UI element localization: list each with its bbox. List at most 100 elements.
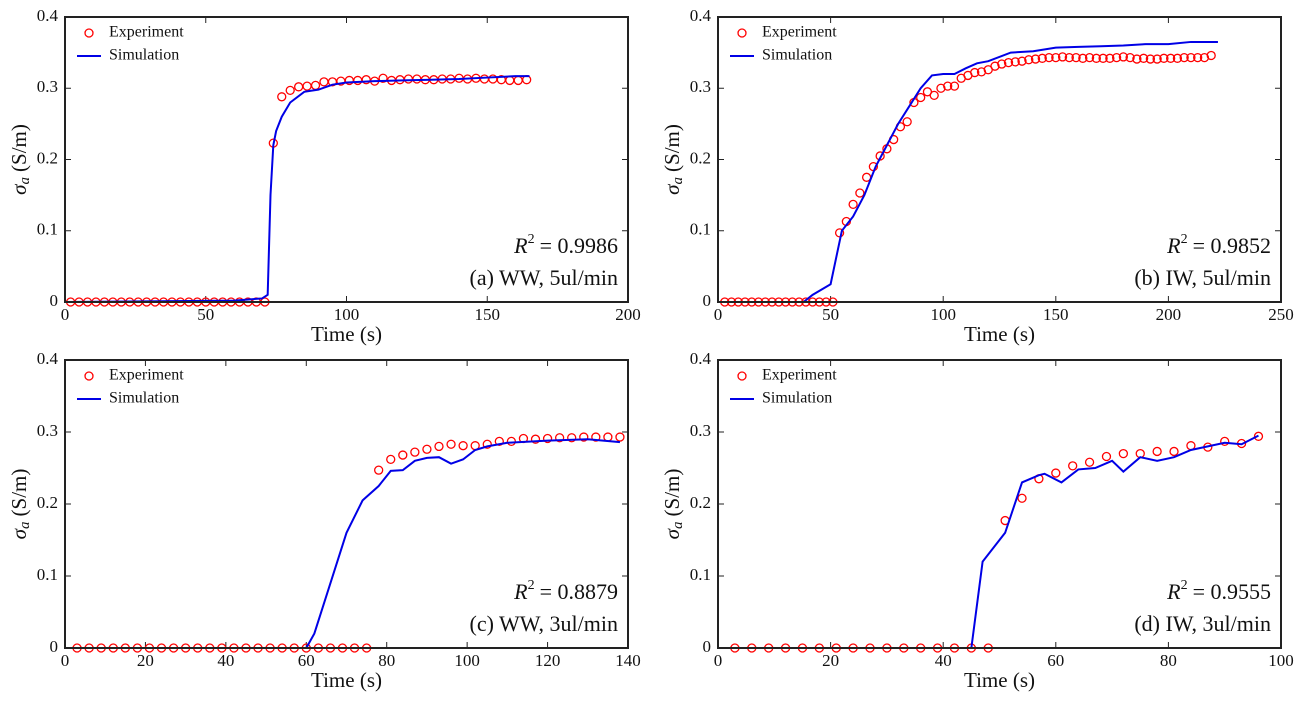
data-point	[1172, 53, 1183, 63]
annotation: R2 = 0.9986	[513, 232, 618, 258]
plot-area	[718, 360, 1281, 648]
x-axis-label: Time (s)	[964, 322, 1035, 346]
panel: 0 50 100 150 200 250 0 0.1 0.2 0.3 0.4 Time (s) σa (S…	[660, 6, 1294, 346]
y-label-sub: a	[670, 177, 686, 185]
y-tick-label: 0.1	[690, 565, 711, 584]
y-axis-label: σa (S/m)	[7, 469, 34, 540]
data-point	[554, 433, 565, 443]
data-point	[506, 436, 517, 447]
y-axis-label: σa (S/m)	[660, 469, 687, 540]
y-label-symbol: σ	[7, 527, 31, 539]
y-label-symbol: σ	[660, 183, 684, 195]
data-point	[1051, 468, 1061, 478]
y-tick-label: 0.2	[37, 148, 58, 167]
annotation-symbol: R	[1166, 233, 1181, 258]
y-axis-label: σa (S/m)	[660, 124, 687, 195]
x-axis-label: Time (s)	[964, 668, 1035, 692]
x-tick-label: 20	[822, 651, 839, 670]
annotation-sup: 2	[1181, 578, 1188, 593]
data-point	[1044, 52, 1054, 63]
data-point	[976, 67, 987, 77]
axes-frame	[717, 16, 1282, 303]
y-tick-label: 0.2	[690, 148, 711, 167]
plot-area	[65, 360, 628, 648]
data-point	[1152, 446, 1162, 457]
y-tick-label: 0.3	[690, 77, 711, 96]
data-point	[422, 444, 432, 454]
y-label-unit: (S/m)	[660, 469, 684, 517]
data-point	[1091, 53, 1101, 63]
data-point	[1017, 493, 1027, 503]
legend-label: Experiment	[109, 24, 184, 41]
legend-marker	[84, 371, 94, 381]
data-point	[542, 433, 553, 444]
x-axis-label: Time (s)	[311, 322, 382, 346]
y-label-unit: (S/m)	[7, 469, 31, 517]
data-point	[1084, 52, 1095, 63]
annotation: R2 = 0.9555	[1166, 578, 1271, 604]
x-tick-label: 100	[334, 305, 360, 324]
y-tick-label: 0.4	[37, 6, 59, 25]
data-point	[1132, 54, 1142, 64]
data-point	[1003, 57, 1014, 68]
annotation-value: = 0.9555	[1193, 579, 1271, 604]
data-point	[361, 75, 371, 85]
subtitle: (a) WW, 5ul/min	[470, 265, 618, 290]
x-axis-label: Time (s)	[311, 668, 382, 692]
x-tick-label: 0	[61, 651, 70, 670]
y-label-symbol: σ	[660, 527, 684, 539]
data-point	[929, 90, 939, 101]
x-tick-label: 50	[197, 305, 214, 324]
data-point	[1051, 52, 1061, 63]
y-tick-label: 0.1	[37, 220, 58, 239]
x-tick-label: 250	[1268, 305, 1294, 324]
data-point	[494, 436, 504, 447]
legend-label: Simulation	[109, 47, 179, 64]
y-tick-label: 0	[703, 637, 712, 656]
series-line	[65, 438, 621, 649]
y-tick-label: 0.1	[690, 220, 711, 239]
data-point	[277, 92, 287, 102]
x-tick-label: 40	[935, 651, 952, 670]
annotation-value: = 0.9986	[540, 233, 618, 258]
panel: 0 50 100 150 200 0 0.1 0.2 0.3 0.4 Time (s) σa (S/m)…	[7, 6, 641, 346]
y-tick-label: 0.3	[37, 421, 58, 440]
data-point	[482, 439, 492, 449]
subtitle: (b) IW, 5ul/min	[1134, 265, 1271, 290]
x-tick-label: 100	[1268, 651, 1294, 670]
data-point	[990, 61, 1000, 71]
data-point	[902, 117, 912, 127]
legend-label: Simulation	[762, 47, 832, 64]
data-point	[1030, 54, 1041, 64]
data-point	[1024, 55, 1034, 65]
x-tick-label: 60	[298, 651, 315, 670]
y-label-unit: (S/m)	[7, 124, 31, 172]
x-tick-label: 20	[137, 651, 154, 670]
data-point	[567, 433, 577, 443]
data-point	[1057, 52, 1068, 62]
subtitle: (c) WW, 3ul/min	[470, 611, 618, 636]
data-point	[970, 67, 980, 78]
data-point	[458, 441, 468, 451]
data-point	[1193, 52, 1203, 63]
data-point	[1125, 52, 1135, 63]
data-point	[1084, 457, 1095, 467]
data-point	[398, 450, 408, 460]
data-point	[1064, 52, 1074, 63]
x-tick-label: 80	[378, 651, 395, 670]
data-point	[1071, 52, 1081, 63]
x-tick-label: 120	[535, 651, 561, 670]
data-point	[410, 447, 420, 457]
data-point	[1037, 53, 1047, 63]
y-tick-label: 0.2	[37, 493, 58, 512]
axes-frame	[64, 359, 629, 649]
data-point	[530, 434, 541, 444]
annotation-value: = 0.9852	[1193, 233, 1271, 258]
data-point	[1186, 52, 1196, 63]
legend-label: Simulation	[109, 390, 179, 407]
annotation-sup: 2	[1181, 232, 1188, 247]
x-tick-label: 140	[615, 651, 641, 670]
annotation: R2 = 0.8879	[513, 578, 618, 604]
data-point	[285, 85, 295, 96]
data-point	[1220, 436, 1230, 447]
